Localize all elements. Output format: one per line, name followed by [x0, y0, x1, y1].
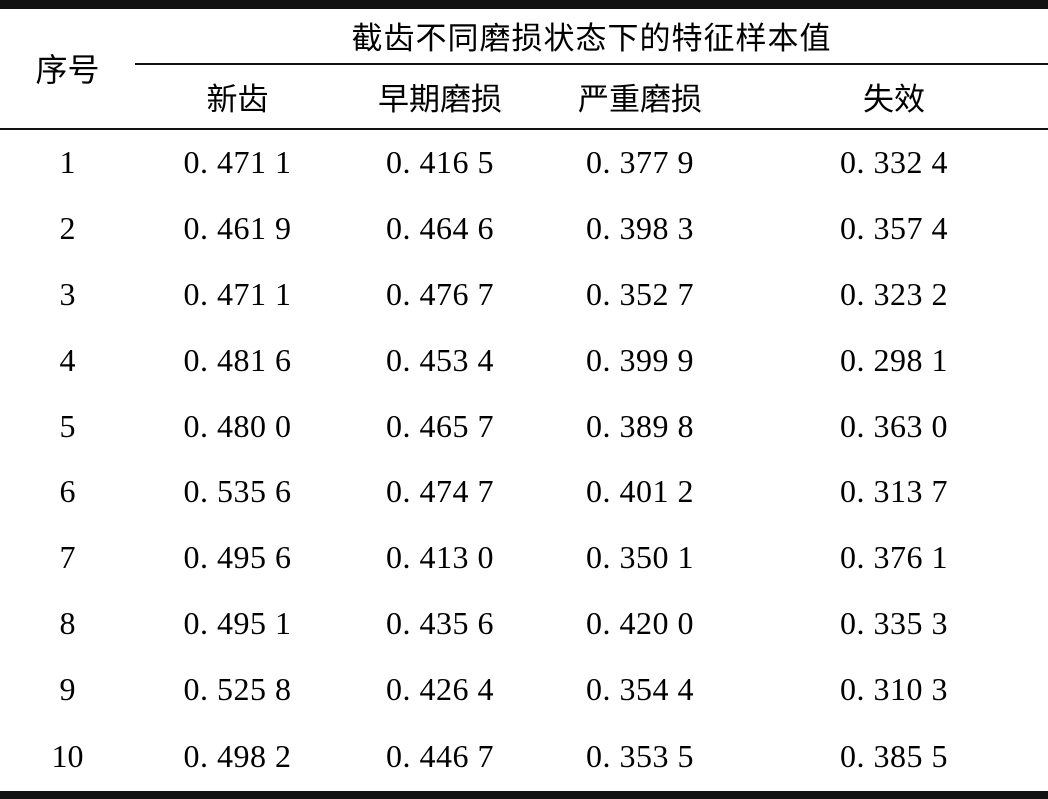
table-row: 9 0. 525 8 0. 426 4 0. 354 4 0. 310 3: [0, 656, 1048, 722]
column-header-early-wear: 早期磨损: [340, 63, 540, 130]
sample-value-cell: 0. 426 4: [386, 670, 494, 707]
column-header-severe-wear: 严重磨损: [540, 63, 740, 130]
sample-value-cell: 0. 350 1: [586, 539, 694, 576]
table-row: 4 0. 481 6 0. 453 4 0. 399 9 0. 298 1: [0, 328, 1048, 394]
sample-value-cell: 0. 352 7: [586, 276, 694, 313]
table-row: 10 0. 498 2 0. 446 7 0. 353 5 0. 385 5: [0, 722, 1048, 795]
sample-value-cell: 0. 464 6: [386, 210, 494, 247]
sample-value-cell: 0. 363 0: [840, 407, 948, 444]
sample-value-cell: 0. 416 5: [386, 144, 494, 181]
serial-number-cell: 3: [59, 276, 76, 313]
sample-value-cell: 0. 471 1: [183, 276, 292, 313]
column-header-new-tooth: 新齿: [135, 63, 340, 130]
sample-value-cell: 0. 481 6: [183, 341, 292, 378]
header-row-sub: 新齿 早期磨损 严重磨损 失效: [0, 63, 1048, 130]
sample-value-cell: 0. 398 3: [586, 210, 694, 247]
table-row: 2 0. 461 9 0. 464 6 0. 398 3 0. 357 4: [0, 196, 1048, 262]
sample-value-cell: 0. 495 6: [183, 539, 292, 576]
sample-value-cell: 0. 385 5: [840, 738, 948, 775]
sample-value-cell: 0. 389 8: [586, 407, 694, 444]
sample-value-cell: 0. 335 3: [840, 604, 948, 641]
sample-value-cell: 0. 471 1: [183, 144, 292, 181]
serial-number-cell: 10: [51, 738, 84, 775]
sample-value-cell: 0. 480 0: [183, 407, 292, 444]
column-group-header: 截齿不同磨损状态下的特征样本值: [135, 4, 1048, 65]
header-row-span: 序号 截齿不同磨损状态下的特征样本值: [0, 4, 1048, 130]
sample-value-cell: 0. 332 4: [840, 144, 948, 181]
sample-value-cell: 0. 498 2: [183, 738, 292, 775]
sample-value-cell: 0. 413 0: [386, 539, 494, 576]
table-row: 6 0. 535 6 0. 474 7 0. 401 2 0. 313 7: [0, 459, 1048, 525]
sample-value-cell: 0. 298 1: [840, 341, 948, 378]
sample-value-cell: 0. 353 5: [586, 738, 694, 775]
table-row: 3 0. 471 1 0. 476 7 0. 352 7 0. 323 2: [0, 262, 1048, 328]
column-header-failure: 失效: [740, 63, 1048, 130]
sample-value-cell: 0. 461 9: [183, 210, 292, 247]
sample-value-cell: 0. 525 8: [183, 670, 292, 707]
column-header-serial: 序号: [0, 4, 135, 130]
sample-value-cell: 0. 420 0: [586, 604, 694, 641]
sample-value-cell: 0. 453 4: [386, 341, 494, 378]
serial-number-cell: 1: [59, 144, 76, 181]
sample-value-cell: 0. 399 9: [586, 341, 694, 378]
sample-value-cell: 0. 377 9: [586, 144, 694, 181]
sample-value-cell: 0. 323 2: [840, 276, 948, 313]
sample-value-cell: 0. 476 7: [386, 276, 494, 313]
serial-number-cell: 6: [59, 473, 76, 510]
serial-number-cell: 2: [59, 210, 76, 247]
sample-value-cell: 0. 357 4: [840, 210, 948, 247]
sample-value-cell: 0. 354 4: [586, 670, 694, 707]
sample-value-cell: 0. 401 2: [586, 473, 694, 510]
table-row: 7 0. 495 6 0. 413 0 0. 350 1 0. 376 1: [0, 525, 1048, 591]
sample-value-cell: 0. 474 7: [386, 473, 494, 510]
table-row: 5 0. 480 0 0. 465 7 0. 389 8 0. 363 0: [0, 393, 1048, 459]
table-row: 8 0. 495 1 0. 435 6 0. 420 0 0. 335 3: [0, 591, 1048, 657]
serial-number-cell: 9: [59, 670, 76, 707]
sample-value-cell: 0. 446 7: [386, 738, 494, 775]
serial-number-cell: 8: [59, 604, 76, 641]
sample-value-cell: 0. 535 6: [183, 473, 292, 510]
serial-number-cell: 7: [59, 539, 76, 576]
serial-number-cell: 5: [59, 407, 76, 444]
sample-value-cell: 0. 310 3: [840, 670, 948, 707]
sample-value-cell: 0. 495 1: [183, 604, 292, 641]
sample-value-cell: 0. 465 7: [386, 407, 494, 444]
sample-value-cell: 0. 435 6: [386, 604, 494, 641]
sample-value-cell: 0. 313 7: [840, 473, 948, 510]
table-row: 1 0. 471 1 0. 416 5 0. 377 9 0. 332 4: [0, 129, 1048, 197]
sample-value-cell: 0. 376 1: [840, 539, 948, 576]
table-body: 1 0. 471 1 0. 416 5 0. 377 9 0. 332 4 2 0. 461…: [0, 129, 1048, 796]
serial-number-cell: 4: [59, 341, 76, 378]
